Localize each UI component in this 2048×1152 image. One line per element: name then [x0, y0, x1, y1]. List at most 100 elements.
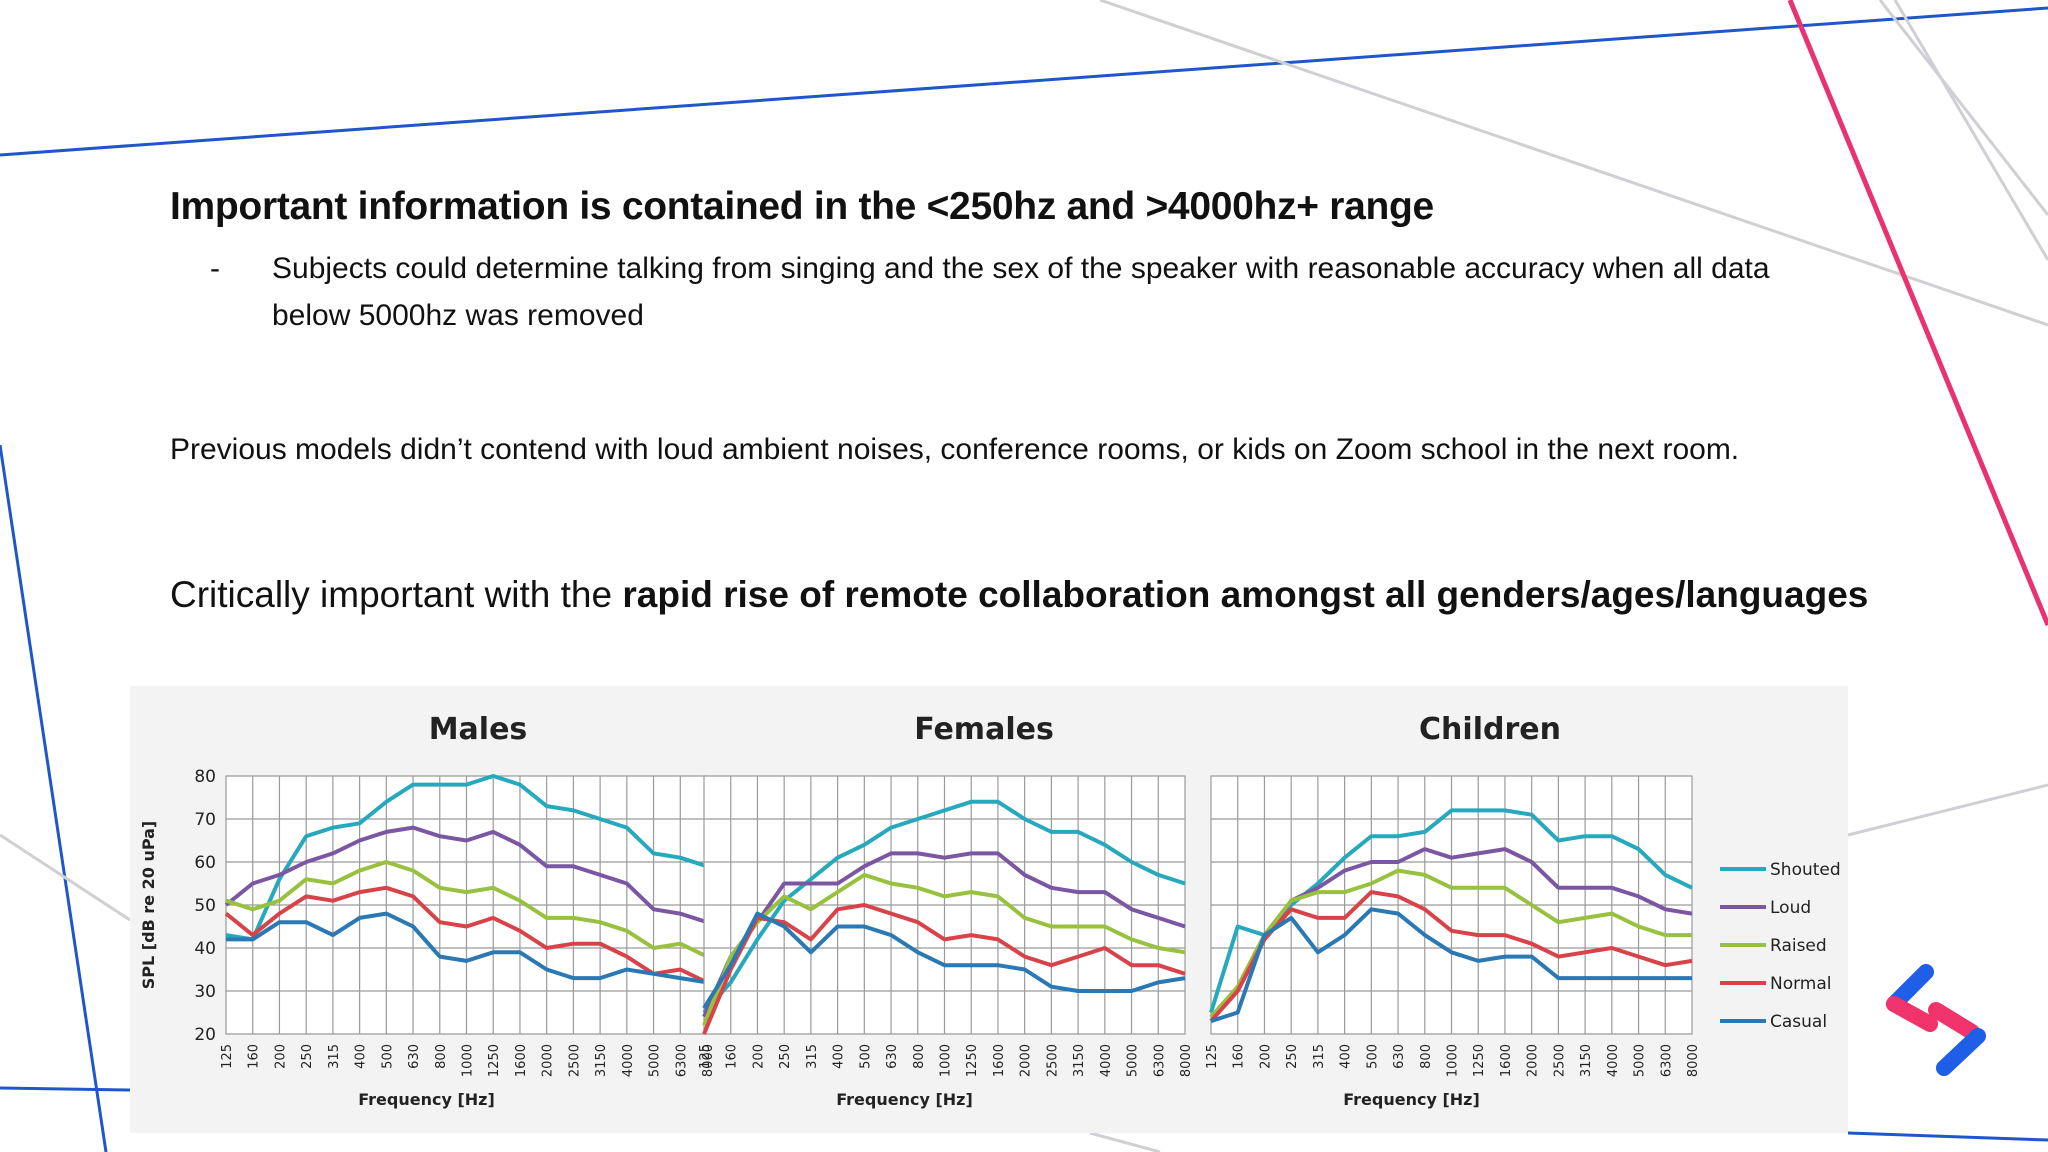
x-tick-label: 2500: [567, 1044, 582, 1077]
legend-label: Shouted: [1770, 860, 1841, 880]
x-tick-label: 1250: [487, 1044, 502, 1077]
x-tick-label: 160: [247, 1044, 262, 1069]
x-tick-label: 8000: [1686, 1044, 1701, 1077]
x-tick-label: 125: [220, 1044, 235, 1069]
bullet-text: Subjects could determine talking from si…: [272, 252, 1770, 332]
x-tick-label: 125: [698, 1044, 713, 1069]
legend-label: Raised: [1770, 936, 1827, 956]
x-tick-label: 4000: [1099, 1044, 1114, 1077]
x-tick-label: 2000: [541, 1044, 556, 1077]
series-line-shouted: [702, 799, 1186, 1014]
legend-label: Normal: [1770, 974, 1832, 994]
x-axis-label: Frequency [Hz]: [1343, 1090, 1480, 1109]
y-tick-label: 70: [194, 810, 216, 830]
y-tick-label: 30: [194, 982, 216, 1002]
series-line-shouted: [1209, 808, 1693, 1014]
x-tick-label: 2000: [1526, 1044, 1541, 1077]
chart-panel-children: Children 125 160 200 250 315 400 500 630 800 1000 1…: [1205, 712, 1701, 1109]
x-tick-label: 1000: [461, 1044, 476, 1077]
y-tick-label: 20: [194, 1025, 216, 1045]
closing-plain-text: Critically important with the: [170, 574, 623, 615]
x-tick-label: 5000: [1633, 1044, 1648, 1077]
x-tick-label: 4000: [1606, 1044, 1621, 1077]
x-tick-label: 630: [885, 1044, 900, 1069]
x-tick-label: 500: [380, 1044, 395, 1069]
x-tick-label: 2500: [1045, 1044, 1060, 1077]
slide-heading: Important information is contained in th…: [170, 185, 1434, 228]
x-tick-label: 3150: [594, 1044, 609, 1077]
series-line-casual: [226, 911, 708, 985]
x-tick-label: 250: [300, 1044, 315, 1069]
chart-panel-females: Females 125 160 200 250 315 400 500 630 800 1000 12…: [698, 712, 1194, 1109]
x-tick-label: 315: [1312, 1044, 1327, 1069]
y-axis-label: SPL [dB re 20 uPa]: [139, 821, 158, 990]
x-tick-label: 800: [1419, 1044, 1434, 1069]
x-tick-label: 6300: [1152, 1044, 1167, 1077]
chart-panel-males: Males 20 30 40 50 60 70 80 SPL [dB re 20 uPa] 125…: [139, 712, 716, 1109]
x-tick-label: 160: [725, 1044, 740, 1069]
chart-panel: Males 20 30 40 50 60 70 80 SPL [dB re 20 uPa] 125…: [130, 686, 1848, 1133]
x-tick-label: 8000: [701, 1044, 716, 1077]
x-tick-label: 1000: [1446, 1044, 1461, 1077]
x-tick-label: 4000: [621, 1044, 636, 1077]
x-axis-label: Frequency [Hz]: [358, 1090, 495, 1109]
y-tick-label: 60: [194, 853, 216, 873]
closing-statement: Critically important with the rapid rise…: [170, 574, 1868, 616]
x-tick-label: 1250: [965, 1044, 980, 1077]
x-tick-label: 800: [434, 1044, 449, 1069]
legend-label: Loud: [1770, 898, 1811, 918]
series-line-loud: [702, 851, 1186, 1018]
series-line-loud: [224, 825, 708, 925]
y-tick-label: 80: [194, 767, 216, 787]
y-tick-label: 50: [194, 896, 216, 916]
series-line-casual: [702, 911, 1186, 1010]
panel-title: Children: [1419, 712, 1561, 747]
x-tick-label: 315: [327, 1044, 342, 1069]
series-line-normal: [702, 903, 1186, 1035]
x-tick-label: 1600: [1499, 1044, 1514, 1077]
x-tick-label: 1600: [992, 1044, 1007, 1077]
x-tick-label: 125: [1205, 1044, 1220, 1069]
x-tick-label: 315: [805, 1044, 820, 1069]
bullet-marker: -: [210, 252, 220, 285]
x-tick-label: 160: [1232, 1044, 1247, 1069]
spl-charts: Males 20 30 40 50 60 70 80 SPL [dB re 20 uPa] 125…: [139, 712, 1841, 1109]
series-line-casual: [1210, 907, 1692, 1024]
series-line-shouted: [225, 774, 708, 942]
x-tick-label: 400: [832, 1044, 847, 1069]
series-line-raised: [225, 860, 708, 959]
x-tick-label: 200: [751, 1044, 766, 1069]
x-tick-label: 6300: [674, 1044, 689, 1077]
x-tick-label: 630: [407, 1044, 422, 1069]
x-tick-label: 200: [273, 1044, 288, 1069]
paragraph-models: Previous models didn’t contend with loud…: [170, 433, 1740, 466]
x-axis-label: Frequency [Hz]: [836, 1090, 973, 1109]
x-tick-label: 200: [1258, 1044, 1273, 1069]
x-tick-label: 630: [1392, 1044, 1407, 1069]
panel-title: Males: [429, 712, 528, 747]
x-tick-label: 500: [858, 1044, 873, 1069]
x-tick-label: 3150: [1579, 1044, 1594, 1077]
y-tick-label: 40: [194, 939, 216, 959]
x-tick-label: 5000: [648, 1044, 663, 1077]
x-tick-label: 800: [912, 1044, 927, 1069]
series-line-normal: [224, 885, 708, 985]
x-tick-label: 250: [1285, 1044, 1300, 1069]
x-tick-label: 2500: [1552, 1044, 1567, 1077]
x-tick-label: 500: [1365, 1044, 1380, 1069]
x-tick-label: 8000: [1179, 1044, 1194, 1077]
x-tick-label: 5000: [1126, 1044, 1141, 1077]
series-line-normal: [1209, 890, 1693, 1023]
x-tick-label: 3150: [1072, 1044, 1087, 1077]
panel-title: Females: [914, 712, 1054, 747]
x-tick-label: 400: [1339, 1044, 1354, 1069]
brand-logo-icon: [1886, 964, 1986, 1076]
x-tick-label: 1600: [514, 1044, 529, 1077]
x-tick-label: 1250: [1472, 1044, 1487, 1077]
x-tick-label: 2000: [1019, 1044, 1034, 1077]
closing-bold-text: rapid rise of remote collaboration among…: [622, 574, 1869, 615]
x-tick-label: 400: [354, 1044, 369, 1069]
legend-label: Casual: [1770, 1012, 1827, 1032]
series-line-raised: [1209, 868, 1692, 1019]
